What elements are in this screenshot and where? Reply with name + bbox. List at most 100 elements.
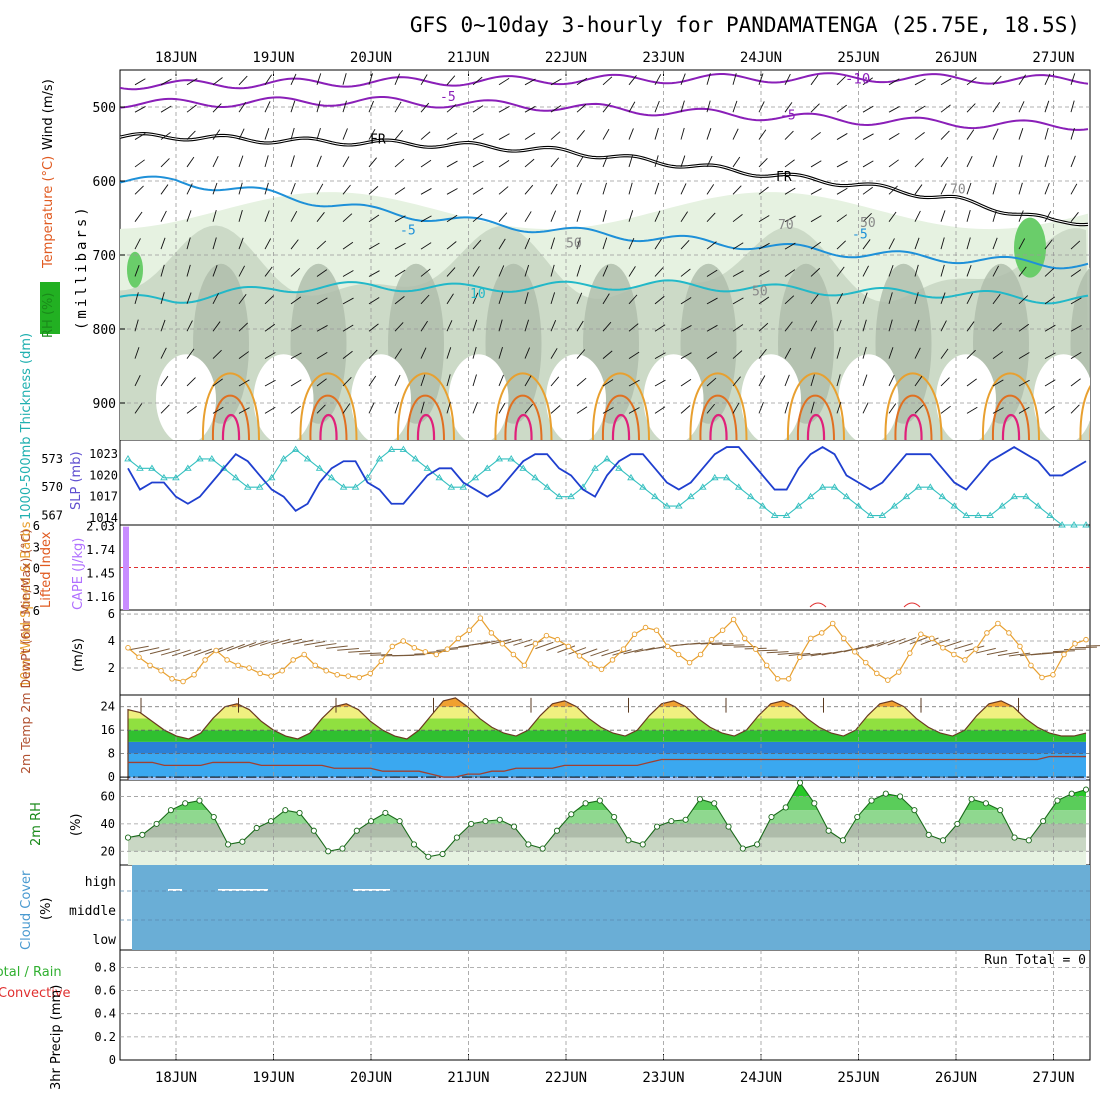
thickness-point: [423, 464, 432, 471]
wind-barb: [940, 264, 945, 277]
li-ytick: 3: [33, 583, 40, 597]
wind-barb: [160, 132, 171, 140]
wind10-barb: [568, 647, 587, 655]
wind-barb: [940, 183, 947, 195]
wind-barb: [966, 321, 975, 332]
thickness-point: [184, 464, 192, 471]
temp-ytick: 8: [108, 747, 115, 761]
rh2m-point: [182, 800, 189, 807]
wind10-point: [1039, 674, 1045, 681]
wind10-point: [235, 662, 241, 669]
wind10-point: [741, 635, 748, 642]
wind-barb: [862, 160, 874, 168]
rh2m-point: [368, 818, 375, 825]
wind-barb: [680, 183, 687, 195]
ylabel-cape: CAPE (J/kg): [71, 538, 86, 610]
wind-barb: [628, 351, 640, 359]
rh2m-point: [482, 818, 489, 825]
wind-barb: [550, 237, 556, 250]
wind-barb: [602, 210, 607, 222]
wind-barb: [160, 105, 172, 113]
rh-ytick: 40: [101, 817, 115, 831]
lifted-index-trace: [809, 602, 827, 608]
wind-barb: [290, 155, 295, 168]
rh2m-point: [768, 813, 775, 821]
wind10-point: [587, 661, 594, 667]
wind-barb: [1070, 127, 1075, 140]
wind-barb: [576, 349, 586, 359]
wind10-barb: [237, 641, 257, 650]
rh2m-point: [997, 807, 1004, 814]
isotherm-hot: [309, 394, 348, 440]
frame-wind: [119, 609, 1091, 696]
rh2m-point: [511, 823, 518, 830]
wind-barb: [186, 104, 197, 113]
top-date-label: 23JUN: [642, 50, 684, 66]
wind10-barb: [920, 637, 939, 646]
wind10-barb: [975, 647, 996, 654]
wind-barb: [290, 127, 295, 140]
wind-barb: [680, 100, 685, 113]
wind10-point: [984, 630, 990, 636]
wind-barb: [940, 377, 950, 387]
wind10-barb: [546, 643, 565, 652]
wind-barb: [498, 319, 503, 332]
wind-barb: [784, 347, 792, 359]
bottom-date-label: 23JUN: [642, 1070, 684, 1086]
rh2m-point: [210, 813, 217, 821]
wind-barb: [628, 237, 635, 250]
isotherm-very-hot: [709, 413, 728, 440]
wind-barb: [446, 320, 453, 332]
wind-barb: [602, 293, 610, 305]
wind-barb: [290, 324, 302, 332]
wind-barb: [212, 182, 218, 195]
thickness-point: [699, 483, 707, 490]
wind10-point: [598, 666, 605, 673]
wind10-point: [510, 651, 517, 658]
wind10-point: [774, 676, 781, 682]
wind-barb: [1070, 351, 1082, 359]
cape-ytick: 1.16: [86, 590, 115, 604]
wind-barb: [784, 374, 790, 387]
isotherm-warm: [1079, 385, 1090, 440]
thickness-point: [926, 483, 935, 490]
rh-high-blob: [1014, 217, 1046, 278]
wind-barb: [342, 184, 351, 195]
wind-barb: [758, 270, 770, 277]
wind-barb: [238, 128, 245, 140]
thickness-point: [148, 464, 156, 471]
wind10-barb: [722, 644, 745, 646]
rh-bands: [128, 782, 1086, 865]
thickness-point: [327, 473, 336, 481]
wind-barb: [732, 100, 738, 113]
wind-barb: [524, 237, 531, 250]
wind-barb: [680, 155, 686, 168]
thickness-point: [1046, 511, 1054, 519]
wind-barb: [1070, 404, 1080, 414]
wind-barb: [888, 375, 895, 387]
rh2m-point: [353, 827, 360, 834]
wind10-point: [543, 632, 550, 639]
rh2m-point: [1040, 818, 1047, 825]
isotherm-warm: [396, 372, 455, 440]
thickness-point: [303, 455, 312, 462]
isotherm-very-hot: [904, 413, 923, 440]
wind10-barb: [226, 643, 245, 652]
wind-barb: [342, 213, 353, 223]
wind-barb: [238, 379, 250, 387]
wind-barb: [732, 270, 744, 277]
wind10-point: [1061, 651, 1067, 658]
temp-ytick: 16: [101, 723, 115, 737]
slp-ytick: 1020: [89, 468, 118, 482]
rh2m-point: [968, 796, 975, 803]
rh2m-point: [696, 796, 703, 803]
wind-barb: [342, 350, 353, 359]
wind-barb: [810, 188, 822, 195]
wind-barb: [498, 186, 509, 195]
isotherm-line: [120, 279, 1089, 305]
wind-barb: [134, 374, 141, 387]
wind-barb: [212, 237, 217, 250]
wind-barb: [1070, 240, 1081, 250]
wind-barb: [654, 210, 661, 222]
wind-barb: [680, 73, 686, 85]
